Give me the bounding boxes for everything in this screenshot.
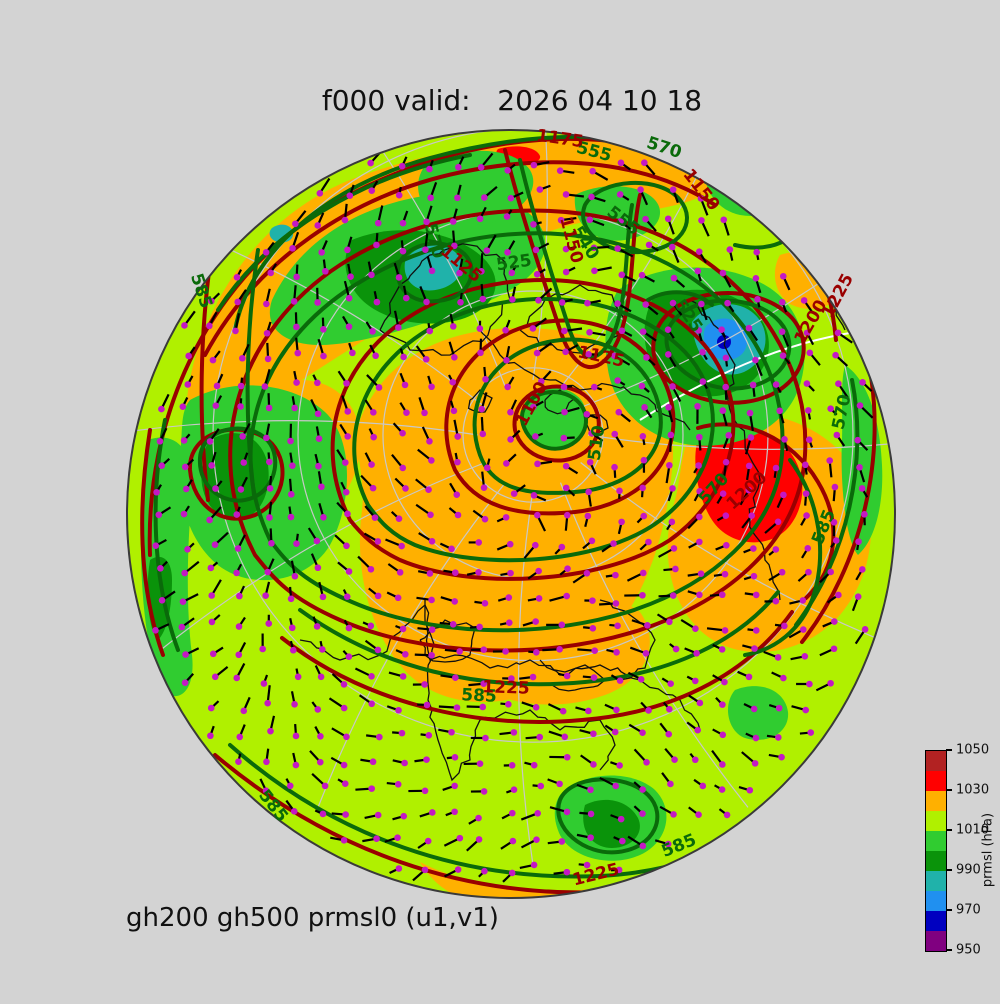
colorbar-axis-label: prmsl (hPa) [981, 813, 996, 887]
colorbar-segment [926, 751, 946, 771]
colorbar-segment [926, 831, 946, 851]
colorbar-segment [926, 931, 946, 951]
colorbar-tick-mark [946, 829, 952, 830]
colorbar-tick-mark [946, 869, 952, 870]
colorbar-segment [926, 811, 946, 831]
colorbar-tick-label: 950 [956, 943, 981, 958]
colorbar-tick-label: 1030 [956, 783, 989, 798]
colorbar-segment [926, 891, 946, 911]
colorbar-segment [926, 791, 946, 811]
field-list-label: gh200 gh500 prmsl0 (u1,v1) [126, 903, 499, 933]
colorbar-segment [926, 911, 946, 931]
colorbar-tick-mark [946, 789, 952, 790]
colorbar-tick-label: 1050 [956, 743, 989, 758]
colorbar [925, 750, 947, 952]
colorbar-segment [926, 871, 946, 891]
colorbar-segment [926, 771, 946, 791]
plot-title: f000 valid: 2026 04 10 18 [322, 84, 702, 117]
colorbar-tick-mark [946, 909, 952, 910]
colorbar-tick-mark [946, 749, 952, 750]
colorbar-tick-label: 970 [956, 903, 981, 918]
colorbar-tick-mark [946, 949, 952, 950]
colorbar-tick-label: 990 [956, 863, 981, 878]
colorbar-segment [926, 851, 946, 871]
